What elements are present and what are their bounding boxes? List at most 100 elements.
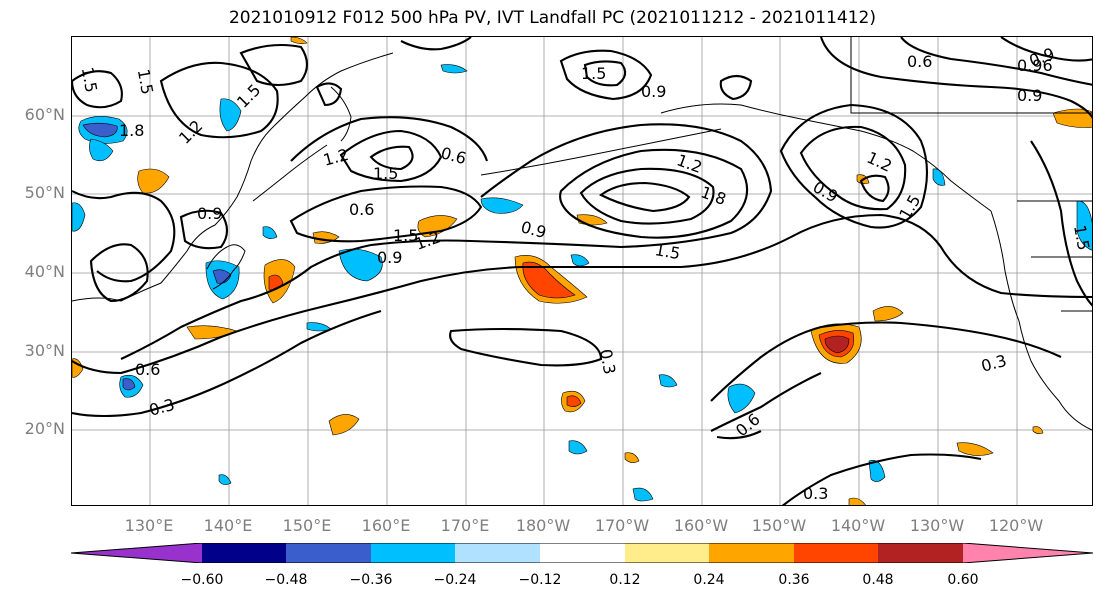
pv-contour bbox=[369, 145, 414, 171]
pv-contour bbox=[583, 60, 627, 87]
pv-contour bbox=[449, 327, 603, 367]
pv-contour bbox=[559, 148, 749, 239]
map-title: 2021010912 F012 500 hPa PV, IVT Landfall… bbox=[228, 8, 876, 28]
pv-contour bbox=[1030, 140, 1092, 307]
neg-anomaly-blob bbox=[82, 122, 118, 138]
contour-label: 1.8 bbox=[698, 182, 728, 209]
lat-label-40n: 40°N bbox=[24, 262, 65, 281]
contour-label: 0.9 bbox=[1017, 86, 1042, 105]
kamchatka-coast bbox=[330, 86, 352, 142]
contour-label: 1.5 bbox=[393, 226, 418, 245]
na-west-coast bbox=[990, 210, 1092, 431]
neg-anomaly-blob bbox=[219, 98, 242, 132]
neg-anomaly-blob bbox=[570, 254, 590, 267]
pos-anomaly-blob bbox=[872, 306, 904, 322]
neg-anomaly-blob bbox=[658, 374, 678, 388]
colorbar-segment bbox=[794, 543, 878, 563]
lon-label-140w: 140°W bbox=[830, 516, 886, 535]
neg-anomaly-blob bbox=[1076, 200, 1092, 251]
asia-coast bbox=[72, 52, 394, 302]
contour-label: 1.5 bbox=[373, 164, 398, 183]
pv-contour bbox=[159, 61, 279, 139]
pv-contour bbox=[315, 82, 343, 107]
colorbar-segment bbox=[71, 543, 202, 563]
neg-anomaly-blob bbox=[218, 474, 232, 485]
contour-label: 1.2 bbox=[674, 150, 704, 177]
ivt-shading bbox=[72, 37, 1092, 505]
neg-anomaly-blob bbox=[727, 383, 756, 414]
contour-label: 0.3 bbox=[596, 348, 619, 376]
contour-label: 0.6 bbox=[907, 52, 932, 71]
pos-anomaly-blob bbox=[824, 335, 850, 354]
pv-contour bbox=[400, 37, 472, 51]
pv-contour bbox=[339, 129, 443, 183]
contour-label: 1.5 bbox=[581, 64, 606, 83]
contour-label: 0.9 bbox=[197, 204, 222, 223]
contour-label: 0.3 bbox=[803, 484, 828, 503]
pv-contour bbox=[120, 123, 773, 360]
pv-contour bbox=[716, 430, 762, 440]
pv-contour bbox=[72, 213, 1092, 375]
neg-anomaly-blob bbox=[338, 248, 383, 282]
contour-label: 1.2 bbox=[864, 148, 895, 176]
kuril-coast bbox=[252, 144, 328, 202]
colorbar-tick: −0.24 bbox=[433, 572, 477, 588]
neg-anomaly-blob bbox=[262, 226, 278, 239]
pv-contour bbox=[72, 190, 176, 283]
colorbar-tick: 0.48 bbox=[862, 572, 894, 588]
lat-label-60n: 60°N bbox=[24, 105, 65, 124]
contour-label: 0.6 bbox=[349, 200, 374, 219]
colorbar-segment bbox=[540, 543, 625, 563]
colorbar-tick: −0.48 bbox=[264, 572, 308, 588]
aleutian-coast bbox=[480, 128, 722, 176]
contour-label: 1.5 bbox=[134, 68, 157, 96]
contour-label: 1.5 bbox=[653, 240, 681, 263]
contour-label: 0.6 bbox=[732, 409, 764, 440]
pos-anomaly-blob bbox=[290, 37, 308, 44]
lon-label-140e: 140°E bbox=[203, 516, 253, 535]
pv-contour bbox=[579, 167, 715, 225]
neg-anomaly-blob bbox=[122, 378, 136, 391]
contour-label: 0.96 bbox=[1017, 56, 1053, 75]
contour-label: 1.5 bbox=[1070, 224, 1093, 252]
contour-label: 0.9 bbox=[377, 248, 402, 267]
lon-label-120w: 120°W bbox=[988, 516, 1044, 535]
pv-contour bbox=[859, 174, 890, 203]
pos-anomaly-blob bbox=[328, 414, 360, 436]
pos-anomaly-blob bbox=[186, 325, 238, 340]
colorbar-segment bbox=[202, 543, 286, 563]
pos-anomaly-blob bbox=[566, 395, 582, 407]
colorbar bbox=[71, 543, 1093, 563]
pv-contour bbox=[710, 372, 822, 432]
colorbar-tick: −0.60 bbox=[180, 572, 224, 588]
pv-contour bbox=[710, 321, 1062, 402]
lon-label-130e: 130°E bbox=[124, 516, 174, 535]
pv-contour bbox=[289, 185, 483, 243]
lat-label-30n: 30°N bbox=[24, 341, 65, 360]
pv-contour bbox=[719, 74, 753, 101]
colorbar-tick: −0.12 bbox=[518, 572, 562, 588]
lon-label-160e: 160°E bbox=[361, 516, 411, 535]
border-line bbox=[850, 37, 1092, 114]
pv-contour bbox=[599, 181, 691, 213]
lon-label-160w: 160°W bbox=[673, 516, 729, 535]
pos-anomaly-blob bbox=[956, 442, 994, 456]
lat-label-50n: 50°N bbox=[24, 183, 65, 202]
lon-label-180w: 180°W bbox=[515, 516, 571, 535]
pos-anomaly-blob bbox=[576, 214, 608, 226]
colorbar-segment bbox=[878, 543, 963, 563]
lon-label-150w: 150°W bbox=[751, 516, 807, 535]
map-canvas: 1.5 1.5 1.8 1.2 1.5 1.2 0.6 1.5 0.9 0.6 … bbox=[72, 37, 1093, 505]
pv-contour bbox=[290, 116, 489, 162]
lon-label-170e: 170°E bbox=[440, 516, 490, 535]
pv-contour bbox=[72, 70, 123, 109]
colorbar-segment bbox=[709, 543, 794, 563]
lon-label-150e: 150°E bbox=[282, 516, 332, 535]
neg-anomaly-blob bbox=[932, 168, 946, 186]
japan-coast bbox=[206, 244, 246, 290]
alaska-coast bbox=[660, 103, 992, 212]
contour-label: 0.9 bbox=[641, 82, 666, 101]
pv-contour bbox=[89, 243, 149, 303]
lon-label-130w: 130°W bbox=[909, 516, 965, 535]
colorbar-segment bbox=[625, 543, 709, 563]
